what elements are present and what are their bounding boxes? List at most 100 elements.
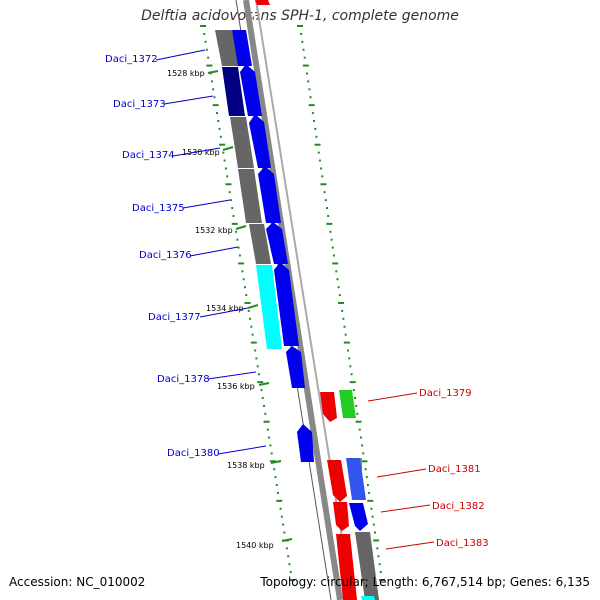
inner-tick bbox=[314, 143, 321, 146]
inner-tick bbox=[317, 151, 320, 154]
outer-tick bbox=[213, 96, 216, 99]
scale-1532: 1532 kbp bbox=[195, 225, 247, 235]
scale-1536: 1536 kbp bbox=[217, 382, 270, 391]
outer-tick bbox=[212, 88, 215, 91]
outer-tick bbox=[245, 294, 248, 297]
outer-tick bbox=[237, 246, 240, 249]
outer-tick bbox=[231, 222, 238, 225]
genome-summary-text: Topology: circular; Length: 6,767,514 bp… bbox=[260, 575, 590, 589]
outer-tick bbox=[232, 214, 235, 217]
scale-1540: 1540 kbp bbox=[236, 538, 293, 550]
cog-band bbox=[215, 30, 379, 600]
inner-tick bbox=[311, 112, 314, 115]
outer-tick bbox=[263, 420, 270, 423]
outer-tick bbox=[289, 571, 292, 574]
inner-tick bbox=[318, 159, 321, 162]
inner-tick bbox=[342, 317, 345, 320]
cog-block-1374 bbox=[230, 117, 254, 168]
inner-tick bbox=[320, 167, 323, 170]
outer-tick bbox=[249, 317, 252, 320]
inner-tick bbox=[352, 389, 355, 392]
inner-tick bbox=[338, 302, 344, 304]
outer-tick bbox=[224, 167, 227, 170]
outer-tick bbox=[268, 436, 271, 439]
cog-block-1375 bbox=[238, 169, 262, 223]
outer-tick bbox=[244, 302, 251, 304]
inner-tick bbox=[336, 278, 339, 281]
inner-tick bbox=[325, 207, 328, 210]
forward-genes bbox=[232, 30, 368, 531]
outer-tick bbox=[247, 309, 250, 312]
outer-tick bbox=[222, 151, 225, 154]
cog-block-1383 bbox=[355, 532, 379, 600]
inner-tick bbox=[303, 56, 306, 59]
inner-tick bbox=[362, 452, 365, 455]
label-daci-1372: Daci_1372 bbox=[105, 54, 158, 65]
outer-tick bbox=[257, 373, 260, 376]
inner-tick bbox=[344, 333, 347, 336]
outer-tick bbox=[218, 127, 221, 130]
gene-daci-1372 bbox=[232, 30, 252, 66]
inner-tick bbox=[302, 48, 305, 51]
inner-tick bbox=[335, 270, 338, 273]
inner-tick bbox=[308, 104, 315, 107]
inner-tick bbox=[358, 428, 361, 431]
outer-tick bbox=[226, 175, 229, 178]
inner-tick bbox=[323, 191, 326, 194]
inner-tick bbox=[315, 135, 318, 138]
outer-tick bbox=[212, 104, 219, 107]
outer-tick bbox=[263, 404, 266, 407]
outer-tick bbox=[282, 523, 285, 526]
scale-1528: 1528 kbp bbox=[167, 69, 219, 78]
inner-tick bbox=[332, 254, 335, 257]
label-daci-1378: Daci_1378 bbox=[157, 374, 210, 385]
map-title: Delftia acidovorans SPH-1, complete geno… bbox=[141, 8, 459, 24]
outer-tick bbox=[250, 325, 253, 328]
inner-tick bbox=[341, 309, 344, 312]
outer-tick bbox=[210, 80, 213, 83]
gene-daci-1376 bbox=[266, 222, 288, 264]
outer-tick bbox=[280, 515, 283, 518]
inner-tick bbox=[300, 32, 303, 35]
outer-tick bbox=[241, 270, 244, 273]
accession-text: Accession: NC_010002 bbox=[9, 575, 146, 589]
outer-tick bbox=[261, 396, 264, 399]
inner-tick bbox=[297, 25, 303, 27]
outer-tick bbox=[285, 547, 288, 550]
gene-daci-1383 bbox=[336, 534, 357, 600]
svg-text:1532 kbp: 1532 kbp bbox=[195, 226, 233, 235]
inner-tick bbox=[367, 499, 374, 502]
inner-tick bbox=[329, 230, 332, 233]
inner-tick bbox=[356, 412, 359, 415]
outer-tick bbox=[256, 365, 259, 368]
inner-tick bbox=[301, 40, 304, 43]
inner-tick bbox=[376, 547, 379, 550]
outer-tick bbox=[266, 428, 269, 431]
label-daci-1377: Daci_1377 bbox=[148, 312, 201, 323]
inner-tick bbox=[314, 127, 317, 130]
inner-tick bbox=[355, 404, 358, 407]
outer-tick bbox=[200, 25, 206, 27]
outer-tick bbox=[205, 48, 208, 51]
reverse-genes bbox=[255, 0, 375, 600]
inner-tick bbox=[327, 214, 330, 217]
left-gene-labels: Daci_1372 Daci_1373 Daci_1374 Daci_1375 … bbox=[105, 49, 267, 459]
svg-text:1538 kbp: 1538 kbp bbox=[227, 461, 265, 470]
outer-tick bbox=[228, 191, 231, 194]
outer-tick bbox=[275, 484, 278, 487]
outer-tick bbox=[251, 333, 254, 336]
inner-tick bbox=[349, 381, 356, 384]
outer-tick bbox=[274, 476, 277, 479]
outer-tick bbox=[207, 56, 210, 59]
outer-tick bbox=[231, 207, 234, 210]
gene-daci-1375 bbox=[258, 166, 281, 223]
inner-tick bbox=[324, 199, 327, 202]
inner-tick bbox=[361, 444, 364, 447]
outer-tick bbox=[277, 491, 280, 494]
inner-tick bbox=[306, 72, 309, 75]
inner-tick bbox=[313, 119, 316, 122]
inner-tick bbox=[338, 294, 341, 297]
outer-tick bbox=[242, 278, 245, 281]
inner-tick bbox=[331, 246, 334, 249]
